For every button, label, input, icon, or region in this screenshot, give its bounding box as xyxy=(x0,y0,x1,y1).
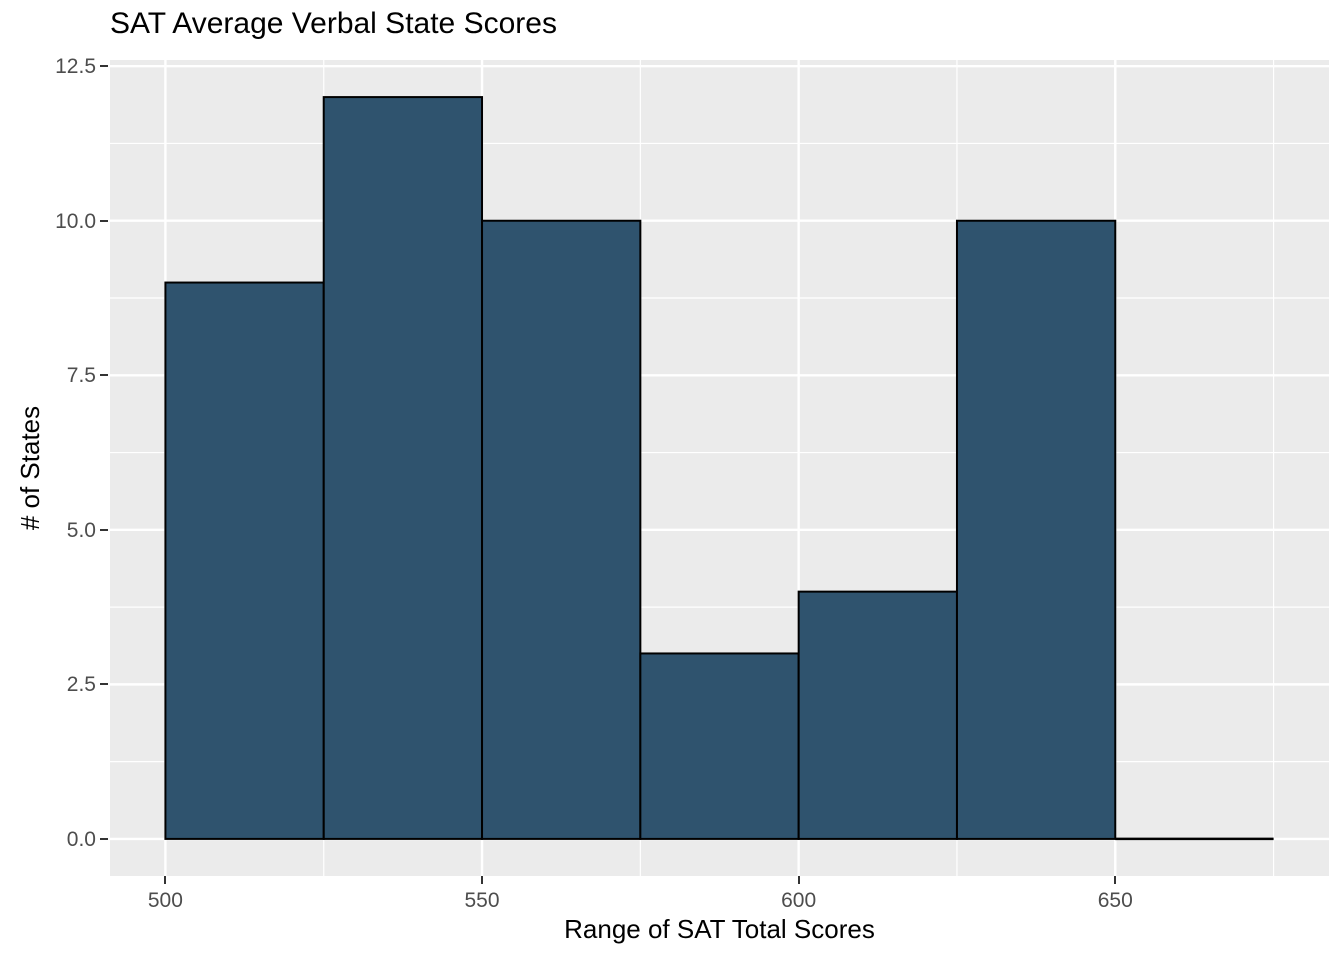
y-axis-title: # of States xyxy=(15,405,45,531)
x-tick-label: 500 xyxy=(147,889,183,912)
y-tick-mark xyxy=(100,528,108,531)
y-tick-label: 7.5 xyxy=(66,364,96,388)
chart-title: SAT Average Verbal State Scores xyxy=(110,7,557,40)
y-tick-mark xyxy=(100,837,108,840)
y-tick-mark xyxy=(100,219,108,222)
y-tick-label: 0.0 xyxy=(66,827,96,851)
y-tick-label: 10.0 xyxy=(55,209,96,233)
x-tick-label: 650 xyxy=(1097,889,1133,912)
histogram-bar xyxy=(797,590,958,840)
histogram-bar xyxy=(481,219,642,840)
x-tick-mark xyxy=(797,876,800,884)
y-tick-mark xyxy=(100,374,108,377)
y-tick-mark xyxy=(100,65,108,68)
histogram-bar xyxy=(164,281,325,840)
histogram-bar xyxy=(639,652,800,840)
histogram-bar xyxy=(322,96,484,840)
x-axis-title: Range of SAT Total Scores xyxy=(564,914,875,944)
y-tick-label: 12.5 xyxy=(55,55,96,79)
y-tick-mark xyxy=(100,683,108,686)
x-tick-mark xyxy=(1114,876,1117,884)
panel-svg xyxy=(110,60,1329,876)
histogram-bar xyxy=(955,219,1117,840)
y-tick-label: 5.0 xyxy=(66,518,96,542)
plot-panel xyxy=(110,60,1329,876)
x-tick-label: 600 xyxy=(781,889,817,912)
x-tick-mark xyxy=(164,876,167,884)
x-tick-mark xyxy=(481,876,484,884)
y-tick-label: 2.5 xyxy=(66,673,96,697)
x-tick-label: 550 xyxy=(464,889,500,912)
